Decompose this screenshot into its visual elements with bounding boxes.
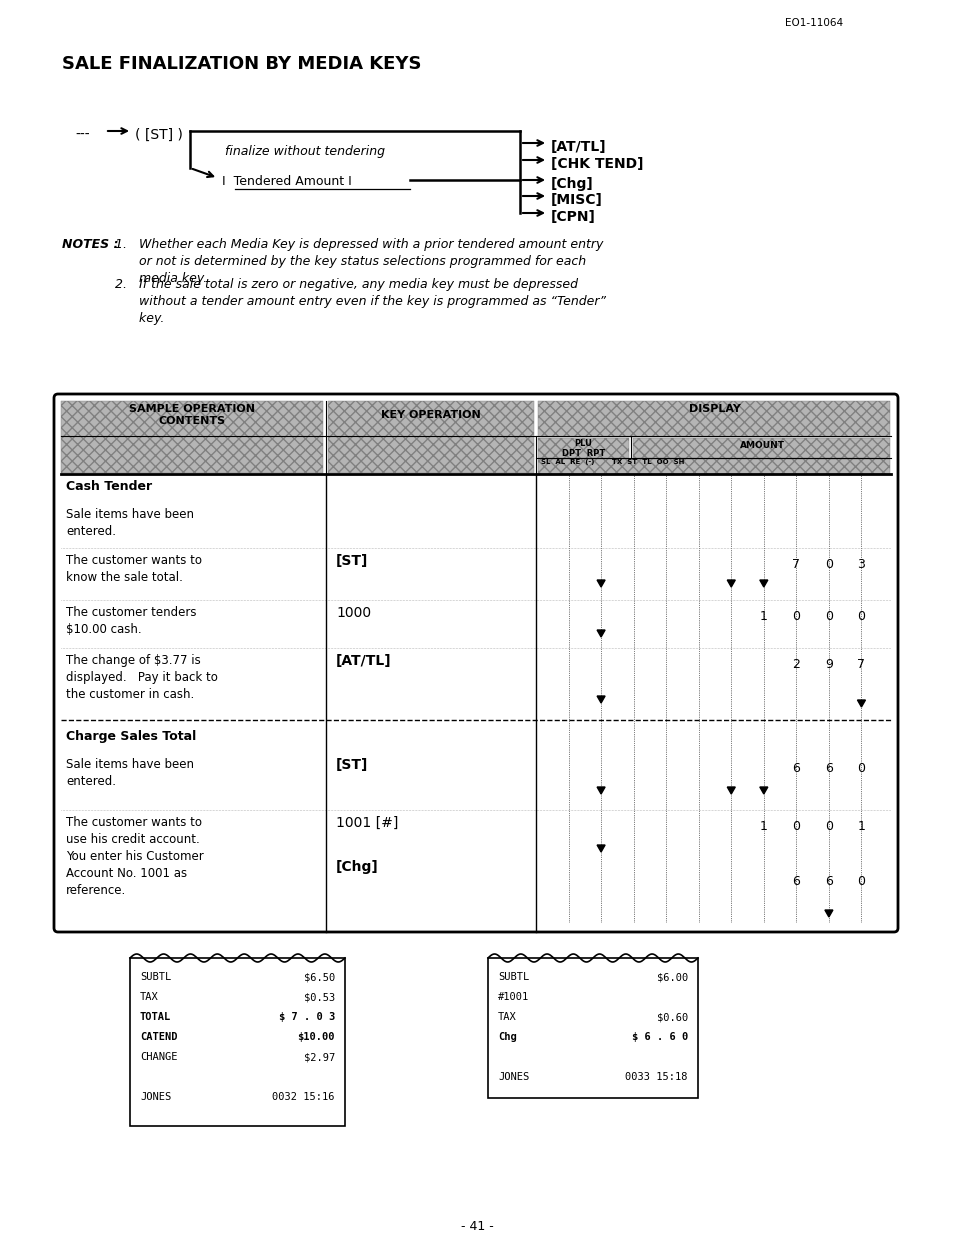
Text: 1000: 1000 — [335, 606, 371, 620]
Text: The change of $3.77 is
displayed.   Pay it back to
the customer in cash.: The change of $3.77 is displayed. Pay it… — [66, 654, 217, 701]
Text: 0033 15:18: 0033 15:18 — [625, 1072, 687, 1082]
Text: ( [ST] ): ( [ST] ) — [135, 128, 183, 142]
Polygon shape — [824, 909, 832, 917]
Text: 0: 0 — [857, 762, 864, 776]
Text: [CHK TEND]: [CHK TEND] — [551, 157, 643, 171]
Text: KEY OPERATION: KEY OPERATION — [381, 410, 480, 420]
Text: The customer wants to
use his credit account.
You enter his Customer
Account No.: The customer wants to use his credit acc… — [66, 817, 204, 897]
Text: ---: --- — [75, 128, 90, 142]
Text: SUBTL: SUBTL — [140, 973, 172, 983]
Bar — [537, 458, 889, 475]
Text: $10.00: $10.00 — [297, 1032, 335, 1042]
Text: 7: 7 — [857, 658, 864, 672]
Text: $ 7 . 0 3: $ 7 . 0 3 — [278, 1012, 335, 1022]
Text: 0: 0 — [824, 610, 832, 623]
Bar — [537, 439, 628, 458]
Text: $ 6 . 6 0: $ 6 . 6 0 — [631, 1032, 687, 1042]
Text: 1001 [#]: 1001 [#] — [335, 817, 398, 830]
Polygon shape — [857, 700, 864, 707]
Text: AMOUNT: AMOUNT — [740, 441, 784, 450]
Text: [Chg]: [Chg] — [551, 177, 593, 191]
Polygon shape — [726, 787, 735, 794]
Text: Charge Sales Total: Charge Sales Total — [66, 730, 196, 743]
Text: The customer wants to
know the sale total.: The customer wants to know the sale tota… — [66, 554, 202, 584]
Text: [AT/TL]: [AT/TL] — [551, 140, 606, 154]
Text: 0: 0 — [792, 820, 800, 833]
Text: Chg: Chg — [497, 1032, 517, 1042]
Text: 0: 0 — [857, 875, 864, 888]
Text: finalize without tendering: finalize without tendering — [225, 145, 385, 159]
Polygon shape — [726, 580, 735, 587]
Bar — [61, 401, 323, 473]
Text: [ST]: [ST] — [335, 758, 368, 772]
Text: TAX: TAX — [497, 1012, 517, 1022]
Polygon shape — [597, 787, 604, 794]
Text: Sale items have been
entered.: Sale items have been entered. — [66, 758, 193, 788]
Text: #1001: #1001 — [497, 992, 529, 1002]
Text: [MISC]: [MISC] — [551, 193, 602, 207]
FancyBboxPatch shape — [54, 394, 897, 932]
Text: 7: 7 — [792, 558, 800, 571]
Bar — [328, 401, 534, 473]
Text: 3: 3 — [857, 558, 864, 571]
Text: SAMPLE OPERATION
CONTENTS: SAMPLE OPERATION CONTENTS — [129, 404, 254, 426]
Text: [AT/TL]: [AT/TL] — [335, 654, 392, 668]
Polygon shape — [597, 629, 604, 637]
Polygon shape — [597, 696, 604, 703]
Polygon shape — [597, 845, 604, 852]
Text: 1.   Whether each Media Key is depressed with a prior tendered amount entry
    : 1. Whether each Media Key is depressed w… — [115, 238, 602, 285]
Text: $2.97: $2.97 — [303, 1052, 335, 1062]
Text: The customer tenders
$10.00 cash.: The customer tenders $10.00 cash. — [66, 606, 196, 636]
Text: I  Tendered Amount I: I Tendered Amount I — [222, 175, 352, 188]
Text: 1: 1 — [760, 610, 767, 623]
Text: SL  AL  RE  (-)       TX  ST  TL  OO  SH: SL AL RE (-) TX ST TL OO SH — [540, 458, 683, 465]
Text: 2.   If the sale total is zero or negative, any media key must be depressed
    : 2. If the sale total is zero or negative… — [115, 278, 605, 325]
Text: Sale items have been
entered.: Sale items have been entered. — [66, 508, 193, 538]
Text: 0: 0 — [824, 820, 832, 833]
Text: - 41 -: - 41 - — [460, 1220, 493, 1233]
Text: TAX: TAX — [140, 992, 158, 1002]
Bar — [488, 958, 698, 1098]
Polygon shape — [597, 580, 604, 587]
Text: $0.53: $0.53 — [303, 992, 335, 1002]
Bar — [633, 439, 889, 458]
Polygon shape — [759, 787, 767, 794]
Bar — [537, 401, 889, 437]
Bar — [130, 958, 345, 1126]
Text: SALE FINALIZATION BY MEDIA KEYS: SALE FINALIZATION BY MEDIA KEYS — [62, 55, 421, 73]
Text: 2: 2 — [792, 658, 800, 672]
Text: JONES: JONES — [140, 1092, 172, 1101]
Text: 6: 6 — [792, 762, 800, 776]
Text: 1: 1 — [857, 820, 864, 833]
Text: 0: 0 — [857, 610, 864, 623]
Text: JONES: JONES — [497, 1072, 529, 1082]
Text: 6: 6 — [824, 762, 832, 776]
Text: CATEND: CATEND — [140, 1032, 177, 1042]
Text: DISPLAY: DISPLAY — [688, 404, 740, 414]
Text: 9: 9 — [824, 658, 832, 672]
Text: $0.60: $0.60 — [656, 1012, 687, 1022]
Text: 6: 6 — [824, 875, 832, 888]
Text: $6.00: $6.00 — [656, 973, 687, 983]
Text: 0: 0 — [824, 558, 832, 571]
Text: Cash Tender: Cash Tender — [66, 479, 152, 493]
Text: PLU
DPT  RPT: PLU DPT RPT — [561, 439, 604, 458]
Text: 0: 0 — [792, 610, 800, 623]
Polygon shape — [759, 580, 767, 587]
Text: CHANGE: CHANGE — [140, 1052, 177, 1062]
Text: 0032 15:16: 0032 15:16 — [273, 1092, 335, 1101]
Text: $6.50: $6.50 — [303, 973, 335, 983]
Text: 1: 1 — [760, 820, 767, 833]
Text: TOTAL: TOTAL — [140, 1012, 172, 1022]
Text: [Chg]: [Chg] — [335, 860, 378, 873]
Text: [CPN]: [CPN] — [551, 209, 596, 224]
Text: [ST]: [ST] — [335, 554, 368, 567]
Text: 6: 6 — [792, 875, 800, 888]
Text: NOTES :: NOTES : — [62, 238, 118, 252]
Text: SUBTL: SUBTL — [497, 973, 529, 983]
Text: EO1-11064: EO1-11064 — [784, 19, 842, 28]
